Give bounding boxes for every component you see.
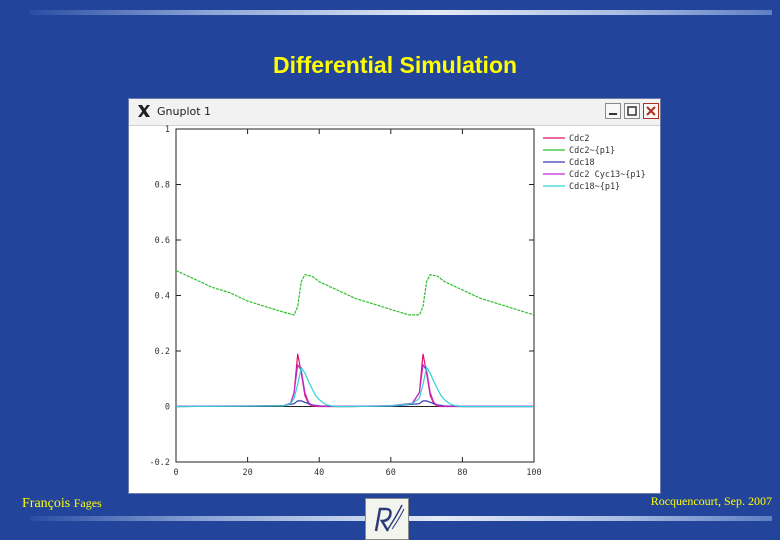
- series-line-5: [175, 366, 534, 408]
- slide-title: Differential Simulation: [272, 52, 518, 78]
- gnuplot-window[interactable]: Gnuplot 1 -0.2 0 0.2 0.4 0.6 0.8 1 0 20 40 60 80 100…: [128, 98, 661, 494]
- y-tick-label: 0.2: [155, 347, 170, 357]
- venue-date: Rocquencourt, Sep. 2007: [650, 494, 772, 508]
- maximize-icon: [627, 106, 637, 116]
- y-tick-label: 0.6: [155, 236, 170, 246]
- plot-area[interactable]: -0.200.20.40.60.810 20 40 60 80 100Cdc2Cdc2~{…: [129, 125, 660, 493]
- y-tick-label: 0: [165, 403, 170, 413]
- maximize-button[interactable]: [624, 103, 640, 119]
- legend-label: Cdc2~{p1}: [569, 146, 615, 156]
- x-tick-label: 60: [386, 468, 396, 478]
- inria-logo: [365, 498, 409, 540]
- close-icon: [646, 106, 656, 116]
- series-line-4: [175, 363, 534, 407]
- x-tick-label: 100: [526, 468, 541, 478]
- y-tick-label: 0.4: [155, 292, 170, 302]
- top-decorative-bar: [30, 10, 772, 15]
- window-titlebar[interactable]: Gnuplot 1: [129, 99, 660, 126]
- legend-label: Cdc18: [569, 158, 595, 168]
- x-tick-label: 0: [173, 468, 178, 478]
- minimize-icon: [609, 113, 617, 115]
- minimize-button[interactable]: [605, 103, 621, 119]
- x-tick-label: 20: [242, 468, 252, 478]
- plot-frame: [175, 128, 535, 463]
- series-line-1: [175, 353, 534, 408]
- close-button[interactable]: [643, 103, 659, 119]
- x11-icon: [138, 105, 150, 117]
- window-title: Gnuplot 1: [157, 105, 212, 118]
- y-tick-label: 1: [165, 125, 170, 135]
- author-name: François Fages: [22, 496, 102, 512]
- author-first-name: François: [22, 496, 71, 511]
- legend-label: Cdc2 Cyc13~{p1}: [569, 170, 646, 180]
- x-tick-label: 80: [457, 468, 467, 478]
- series-line-2: [175, 269, 535, 316]
- legend-label: Cdc18~{p1}: [569, 182, 620, 192]
- legend-label: Cdc2: [569, 134, 589, 144]
- author-last-name: Fages: [73, 496, 102, 510]
- y-tick-label: 0.8: [155, 181, 170, 191]
- x-tick-label: 40: [314, 468, 324, 478]
- y-tick-label: -0.2: [150, 458, 170, 468]
